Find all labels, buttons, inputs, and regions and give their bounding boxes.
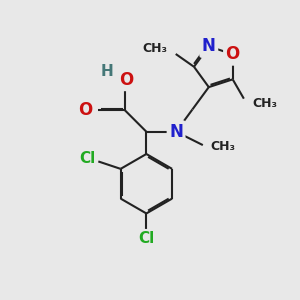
Text: N: N	[169, 123, 183, 141]
Text: Cl: Cl	[138, 231, 154, 246]
Text: O: O	[119, 71, 134, 89]
Text: CH₃: CH₃	[142, 42, 167, 55]
Text: N: N	[202, 38, 216, 56]
Text: CH₃: CH₃	[210, 140, 235, 153]
Text: CH₃: CH₃	[252, 97, 277, 110]
Text: Cl: Cl	[79, 151, 95, 166]
Text: O: O	[226, 45, 240, 63]
Text: H: H	[100, 64, 113, 79]
Text: O: O	[79, 101, 93, 119]
